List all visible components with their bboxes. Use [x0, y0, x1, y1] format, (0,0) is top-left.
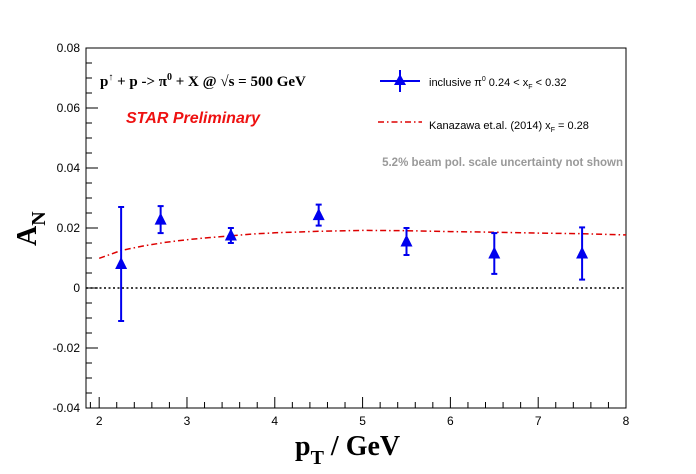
x-axis: 2 3 4 5 6 7 8	[89, 397, 630, 428]
data-point	[115, 206, 128, 322]
x-tick-label: 6	[447, 414, 454, 428]
uncertainty-note: 5.2% beam pol. scale uncertainty not sho…	[382, 157, 623, 169]
legend-theory-label: Kanazawa et.al. (2014) xF = 0.28	[429, 120, 589, 134]
y-axis-title: AN	[12, 211, 50, 246]
x-tick-label: 2	[96, 414, 103, 428]
data-point	[154, 205, 167, 235]
y-tick-label: -0.04	[53, 401, 81, 415]
x-axis-title: pT / GeV	[295, 431, 400, 469]
legend: inclusive π0 0.24 < xF < 0.32 Kanazawa e…	[378, 70, 589, 134]
y-tick-label: 0.08	[57, 41, 81, 55]
y-axis: -0.04 -0.02 0 0.02 0.04 0.06 0.08	[53, 41, 98, 415]
triangle-marker	[154, 212, 167, 225]
triangle-marker	[115, 257, 128, 269]
x-tick-label: 8	[623, 414, 630, 428]
data-point	[312, 203, 325, 227]
legend-data-label: inclusive π0 0.24 < xF < 0.32	[429, 76, 567, 91]
triangle-marker	[224, 228, 237, 241]
data-point	[576, 226, 589, 281]
reaction-label: p↑ + p -> π0 + X @ √s = 500 GeV	[100, 72, 306, 90]
legend-data-marker	[380, 70, 420, 92]
x-tick-label: 5	[359, 414, 366, 428]
x-tick-label: 7	[535, 414, 542, 428]
x-tick-label: 3	[184, 414, 191, 428]
data-series	[115, 203, 589, 322]
theory-curve	[98, 229, 627, 260]
y-tick-label: 0	[73, 281, 80, 295]
triangle-marker	[312, 208, 325, 221]
x-tick-label: 4	[271, 414, 278, 428]
y-tick-label: 0.04	[57, 161, 81, 175]
data-point	[488, 232, 501, 275]
data-point	[400, 227, 413, 256]
triangle-marker	[400, 234, 413, 247]
triangle-marker	[576, 246, 589, 259]
data-point	[224, 227, 237, 244]
triangle-marker	[488, 246, 501, 259]
plot-frame	[85, 47, 627, 409]
y-tick-label: 0.06	[57, 101, 81, 115]
preliminary-label: STAR Preliminary	[126, 110, 261, 127]
y-tick-label: -0.02	[53, 341, 81, 355]
y-tick-label: 0.02	[57, 221, 81, 235]
